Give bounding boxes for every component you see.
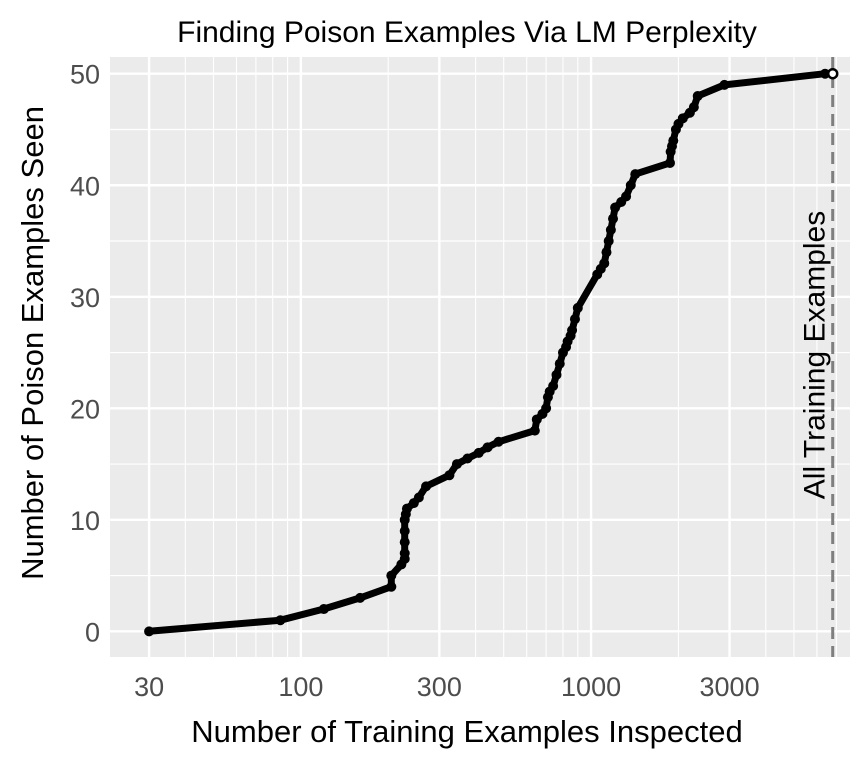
data-point — [664, 157, 675, 168]
y-axis-title: Number of Poison Examples Seen — [15, 106, 50, 580]
x-tick-label: 100 — [278, 672, 323, 702]
y-tick-label: 30 — [70, 283, 100, 313]
chart-title: Finding Poison Examples Via LM Perplexit… — [177, 16, 757, 49]
reference-line-group: All Training Examples — [799, 57, 835, 657]
x-tick-label: 1000 — [561, 672, 621, 702]
data-point — [572, 302, 583, 313]
grid-lines — [110, 57, 850, 657]
data-point — [599, 258, 610, 269]
data-point — [605, 224, 616, 235]
data-point — [386, 570, 397, 581]
data-point — [482, 442, 493, 453]
y-tick-label: 0 — [85, 617, 100, 647]
reference-line-label: All Training Examples — [799, 211, 832, 499]
data-point — [567, 325, 578, 336]
data-point — [601, 247, 612, 258]
data-point — [541, 403, 552, 414]
data-point — [355, 592, 366, 603]
data-point — [603, 236, 614, 247]
data-point — [399, 548, 410, 559]
plot-panel — [110, 57, 850, 657]
x-tick-label: 3000 — [700, 672, 760, 702]
series-layer — [144, 67, 839, 637]
y-tick-label: 40 — [70, 171, 100, 201]
data-point — [421, 481, 432, 492]
data-point — [386, 581, 397, 592]
data-point — [608, 213, 619, 224]
data-point — [275, 615, 286, 626]
data-point — [548, 380, 559, 391]
data-point — [144, 626, 155, 637]
y-tick-label: 10 — [70, 506, 100, 536]
data-point — [462, 453, 473, 464]
x-tick-label: 30 — [134, 672, 164, 702]
x-axis-title: Number of Training Examples Inspected — [191, 714, 742, 749]
data-point — [719, 79, 730, 90]
data-point — [554, 358, 565, 369]
data-point — [451, 459, 462, 470]
data-point — [413, 492, 424, 503]
data-point — [677, 113, 688, 124]
data-point — [399, 537, 410, 548]
data-point — [529, 425, 540, 436]
y-tick-label: 20 — [70, 394, 100, 424]
data-point — [621, 191, 632, 202]
data-point — [692, 91, 703, 102]
data-point — [826, 67, 839, 80]
axis-tick-labels: 30 100 300 1000 3000 0 10 20 30 40 50 — [70, 60, 760, 702]
data-point — [444, 470, 455, 481]
data-point — [551, 369, 562, 380]
data-point — [318, 604, 329, 615]
data-point — [493, 436, 504, 447]
x-tick-label: 300 — [417, 672, 462, 702]
data-point — [401, 503, 412, 514]
data-point — [569, 314, 580, 325]
data-point — [625, 180, 636, 191]
data-point — [688, 102, 699, 113]
data-point — [668, 135, 679, 146]
data-point — [473, 447, 484, 458]
data-point — [399, 525, 410, 536]
y-tick-label: 50 — [70, 60, 100, 90]
data-point — [630, 169, 641, 180]
